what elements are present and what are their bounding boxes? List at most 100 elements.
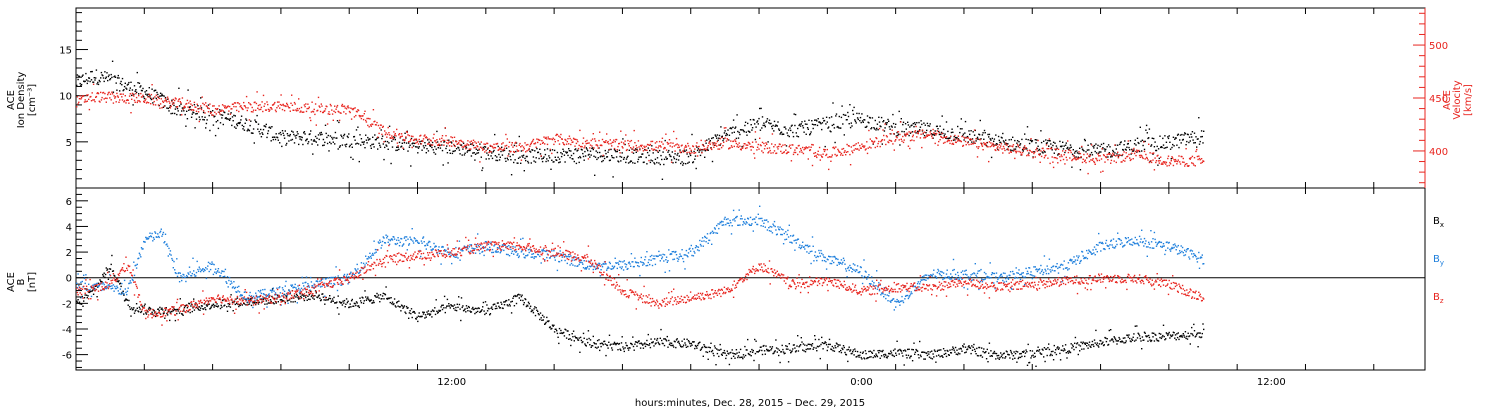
b-point <box>82 305 84 307</box>
b-point <box>631 343 633 346</box>
b-point <box>1056 347 1058 349</box>
plasma-point <box>470 143 472 145</box>
b-point <box>217 306 219 308</box>
plasma-point <box>210 111 212 114</box>
plasma-point <box>824 145 826 148</box>
plasma-point <box>442 164 444 166</box>
plasma-point <box>264 109 267 111</box>
b-point <box>871 351 873 353</box>
plasma-point <box>330 142 332 145</box>
plasma-point <box>733 145 735 148</box>
plasma-point <box>120 80 122 83</box>
b-point <box>1116 343 1118 345</box>
plasma-point <box>279 107 281 109</box>
plasma-point <box>1167 157 1169 160</box>
plasma-point <box>926 135 929 137</box>
plasma-point <box>460 140 463 142</box>
plasma-point <box>470 140 473 142</box>
b-point <box>805 348 807 351</box>
plasma-point <box>512 154 514 156</box>
plasma-point <box>707 145 709 147</box>
plasma-point <box>487 154 489 156</box>
plasma-point <box>200 108 203 111</box>
velocity-tick-label: 500 <box>1429 41 1448 52</box>
b-point <box>474 307 477 310</box>
plasma-point <box>294 135 296 137</box>
b-point <box>1008 354 1010 356</box>
b-point <box>512 297 514 299</box>
plasma-point <box>115 101 117 103</box>
plasma-point <box>168 110 170 112</box>
plasma-point <box>1075 156 1077 158</box>
plasma-point <box>342 105 344 108</box>
plasma-point <box>578 144 580 147</box>
plasma-point <box>651 140 654 143</box>
plasma-point <box>348 146 351 148</box>
plasma-point <box>789 144 791 146</box>
plasma-point <box>472 142 474 144</box>
plasma-point <box>921 123 923 126</box>
plasma-point <box>644 149 647 151</box>
plasma-point <box>231 108 233 110</box>
x-tick-label: 12:00 <box>1257 377 1286 388</box>
plasma-point <box>960 118 962 120</box>
b-point <box>558 342 560 345</box>
plasma-point <box>579 129 581 132</box>
b-point <box>798 346 800 348</box>
b-point <box>514 294 516 297</box>
plasma-point <box>1026 149 1029 152</box>
plasma-point <box>197 111 200 113</box>
plasma-point <box>498 148 500 151</box>
plasma-point <box>739 133 741 136</box>
plasma-point <box>646 149 648 151</box>
plasma-point <box>278 132 280 135</box>
b-point <box>635 341 637 343</box>
plasma-point <box>882 121 884 123</box>
plasma-point <box>892 122 895 125</box>
plasma-point <box>112 102 115 104</box>
b-point <box>408 317 410 319</box>
plasma-point <box>781 152 783 154</box>
plasma-point <box>269 127 272 129</box>
b-point <box>457 306 459 308</box>
plasma-point <box>830 116 833 118</box>
plasma-point <box>384 133 387 136</box>
plasma-point <box>888 126 891 128</box>
plasma-point <box>553 143 555 146</box>
b-point <box>1114 338 1117 341</box>
plasma-point <box>100 71 103 74</box>
plasma-point <box>94 100 96 103</box>
plasma-point <box>920 120 922 122</box>
plasma-point <box>613 148 616 151</box>
b-point <box>349 303 351 305</box>
plasma-point <box>143 97 146 100</box>
plasma-point <box>415 146 417 148</box>
plasma-point <box>178 105 181 107</box>
plasma-point <box>630 139 633 142</box>
plasma-point <box>600 155 602 157</box>
plasma-point <box>107 93 109 96</box>
plasma-point <box>212 105 214 107</box>
plasma-point <box>1081 161 1084 164</box>
b-point <box>739 356 741 359</box>
plasma-point <box>287 134 289 137</box>
b-point <box>381 295 384 297</box>
b-point <box>1044 360 1046 363</box>
plasma-point <box>1015 146 1017 148</box>
b-point <box>658 343 661 346</box>
b-point <box>238 305 240 308</box>
plasma-point <box>865 126 867 128</box>
plasma-point <box>303 132 305 134</box>
plasma-point <box>761 127 763 129</box>
plasma-point <box>403 142 406 144</box>
plasma-point <box>476 152 478 154</box>
plasma-point <box>484 151 486 153</box>
plasma-point <box>779 143 781 146</box>
plasma-point <box>113 95 115 97</box>
plasma-point <box>735 140 737 143</box>
plasma-point <box>651 148 653 150</box>
b-point <box>614 342 616 345</box>
b-point <box>391 301 394 303</box>
b-point <box>1040 353 1042 355</box>
plasma-point <box>731 132 733 134</box>
